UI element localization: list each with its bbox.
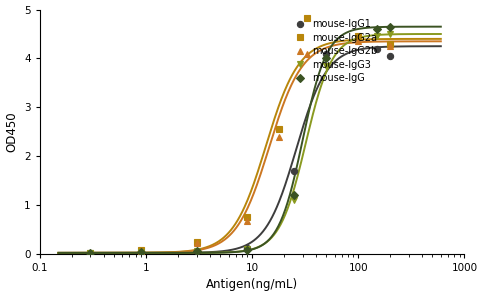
mouse-IgG3: [244, 247, 250, 251]
Line: mouse-IgG2b: mouse-IgG2b: [87, 38, 394, 256]
mouse-IgG3: [291, 198, 297, 202]
mouse-IgG2a: [387, 42, 393, 45]
mouse-IgG: [194, 250, 199, 253]
mouse-IgG2b: [244, 219, 250, 222]
mouse-IgG3: [324, 64, 329, 67]
Line: mouse-IgG3: mouse-IgG3: [87, 31, 393, 256]
mouse-IgG1: [138, 250, 144, 254]
mouse-IgG3: [138, 250, 144, 254]
mouse-IgG: [87, 251, 93, 255]
mouse-IgG: [138, 250, 144, 254]
mouse-IgG3: [87, 251, 93, 255]
mouse-IgG: [324, 57, 329, 60]
mouse-IgG2b: [194, 241, 199, 245]
mouse-IgG2a: [355, 35, 361, 38]
X-axis label: Antigen(ng/mL): Antigen(ng/mL): [206, 279, 298, 291]
Line: mouse-IgG1: mouse-IgG1: [87, 45, 393, 256]
mouse-IgG1: [387, 54, 393, 58]
mouse-IgG2a: [138, 248, 144, 252]
mouse-IgG1: [291, 169, 297, 173]
mouse-IgG2b: [276, 135, 282, 138]
mouse-IgG3: [374, 35, 380, 38]
mouse-IgG2a: [87, 251, 93, 255]
mouse-IgG2b: [304, 52, 310, 55]
mouse-IgG2b: [355, 40, 361, 43]
Line: mouse-IgG: mouse-IgG: [87, 23, 393, 256]
mouse-IgG2b: [387, 45, 393, 48]
mouse-IgG2a: [304, 17, 310, 20]
Line: mouse-IgG2a: mouse-IgG2a: [87, 15, 394, 256]
mouse-IgG2a: [194, 240, 199, 244]
mouse-IgG3: [194, 249, 199, 253]
mouse-IgG2b: [87, 251, 93, 255]
mouse-IgG1: [374, 47, 380, 50]
mouse-IgG1: [244, 246, 250, 250]
mouse-IgG: [374, 27, 380, 31]
mouse-IgG1: [87, 251, 93, 255]
mouse-IgG: [387, 25, 393, 29]
Y-axis label: OD450: OD450: [6, 111, 18, 152]
mouse-IgG2a: [276, 127, 282, 131]
mouse-IgG2b: [138, 249, 144, 253]
mouse-IgG2a: [244, 215, 250, 219]
mouse-IgG3: [387, 32, 393, 36]
mouse-IgG: [244, 248, 250, 252]
mouse-IgG1: [194, 249, 199, 253]
mouse-IgG1: [324, 52, 329, 55]
mouse-IgG: [291, 193, 297, 197]
Legend: mouse-IgG1, mouse-IgG2a, mouse-IgG2b, mouse-IgG3, mouse-IgG: mouse-IgG1, mouse-IgG2a, mouse-IgG2b, mo…: [291, 19, 378, 83]
